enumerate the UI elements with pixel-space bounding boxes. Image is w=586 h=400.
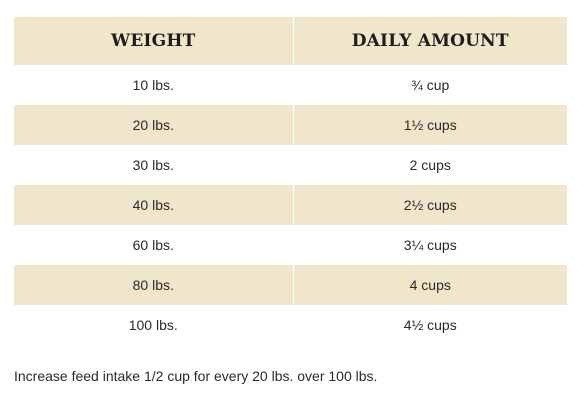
daily-amount-column-header: DAILY AMOUNT <box>292 17 567 65</box>
table-body: 10 lbs. ¾ cup 20 lbs. 1½ cups 30 lbs. 2 … <box>14 65 567 345</box>
weight-cell: 100 lbs. <box>14 305 293 345</box>
daily-amount-cell: 2½ cups <box>292 185 567 225</box>
table-row: 40 lbs. 2½ cups <box>14 185 567 225</box>
weight-cell: 10 lbs. <box>14 65 293 105</box>
table-row: 30 lbs. 2 cups <box>14 145 567 185</box>
weight-cell: 30 lbs. <box>14 145 293 185</box>
daily-amount-cell: 4½ cups <box>292 305 567 345</box>
daily-amount-cell: ¾ cup <box>292 65 567 105</box>
daily-amount-cell: 1½ cups <box>292 105 567 145</box>
table-header: WEIGHT DAILY AMOUNT <box>14 17 567 65</box>
header-row: WEIGHT DAILY AMOUNT <box>14 17 567 65</box>
weight-cell: 20 lbs. <box>14 105 293 145</box>
daily-amount-cell: 3¼ cups <box>292 225 567 265</box>
daily-amount-cell: 4 cups <box>292 265 567 305</box>
table-row: 60 lbs. 3¼ cups <box>14 225 567 265</box>
weight-cell: 80 lbs. <box>14 265 293 305</box>
table-row: 80 lbs. 4 cups <box>14 265 567 305</box>
feeding-chart-table: WEIGHT DAILY AMOUNT 10 lbs. ¾ cup 20 lbs… <box>14 17 567 345</box>
table-row: 20 lbs. 1½ cups <box>14 105 567 145</box>
weight-cell: 60 lbs. <box>14 225 293 265</box>
weight-column-header: WEIGHT <box>14 17 293 65</box>
feeding-footnote: Increase feed intake 1/2 cup for every 2… <box>14 368 378 384</box>
weight-cell: 40 lbs. <box>14 185 293 225</box>
table-row: 10 lbs. ¾ cup <box>14 65 567 105</box>
daily-amount-cell: 2 cups <box>292 145 567 185</box>
table-row: 100 lbs. 4½ cups <box>14 305 567 345</box>
